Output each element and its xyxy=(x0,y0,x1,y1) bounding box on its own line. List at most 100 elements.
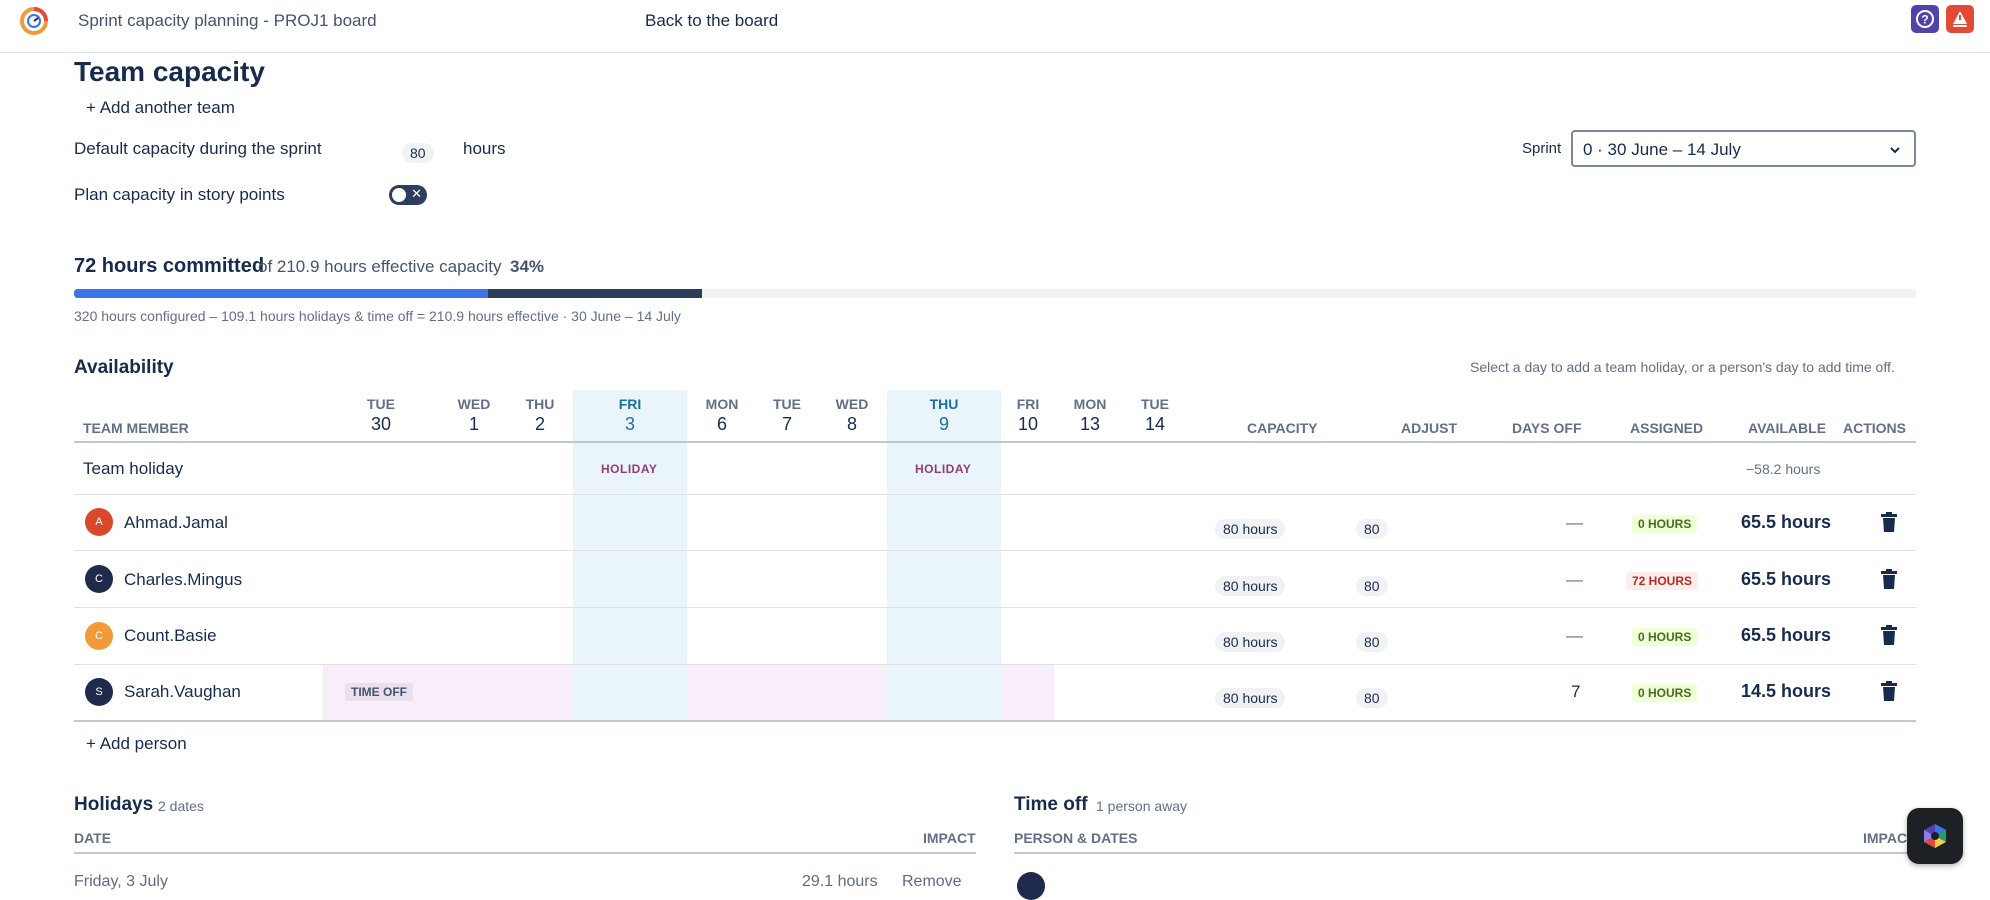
available-value: 65.5 hours xyxy=(1741,569,1832,589)
day-date: 10 xyxy=(1017,414,1039,434)
add-person-button[interactable]: + Add person xyxy=(86,734,187,753)
time-off-range[interactable] xyxy=(1001,665,1054,721)
trash-icon[interactable] xyxy=(1878,568,1900,590)
default-capacity-input[interactable]: 80 xyxy=(402,143,434,163)
team-member-header: TEAM MEMBER xyxy=(83,420,189,436)
avatar: C xyxy=(85,565,113,593)
trash-icon[interactable] xyxy=(1878,624,1900,646)
back-to-board-link[interactable]: Back to the board xyxy=(645,11,779,30)
day-name: WED xyxy=(835,396,869,412)
capacity-caption: 320 hours configured – 109.1 hours holid… xyxy=(74,308,681,324)
day-header[interactable]: MON 13 xyxy=(1060,396,1120,435)
day-name: WED xyxy=(457,396,491,412)
adjust-input[interactable]: 80 xyxy=(1356,519,1388,539)
alert-icon xyxy=(1953,11,1967,27)
day-header[interactable]: WED 1 xyxy=(444,396,504,435)
trash-icon[interactable] xyxy=(1878,511,1900,533)
time-off-divider xyxy=(1014,852,1916,854)
header-divider xyxy=(74,441,1916,443)
availability-hint: Select a day to add a team holiday, or a… xyxy=(1470,359,1895,375)
assigned-badge: 0 HOURS xyxy=(1632,628,1698,646)
assistant-icon xyxy=(1924,824,1946,848)
assigned-badge: 0 HOURS xyxy=(1632,684,1698,702)
trash-icon[interactable] xyxy=(1878,680,1900,702)
holidays-divider xyxy=(74,852,976,854)
day-header[interactable]: TUE 30 xyxy=(351,396,411,435)
effective-capacity: of 210.9 hours effective capacity xyxy=(258,257,502,276)
member-name[interactable]: Charles.Mingus xyxy=(124,570,243,589)
table-bottom-divider xyxy=(74,720,1916,722)
help-icon: ? xyxy=(1916,10,1934,28)
holiday-remove-button[interactable]: Remove xyxy=(902,873,962,890)
day-date: 2 xyxy=(534,414,545,434)
avatar: C xyxy=(85,622,113,650)
row-divider xyxy=(74,494,1916,495)
capacity-header: CAPACITY xyxy=(1247,420,1318,436)
day-name: THU xyxy=(929,396,959,412)
assigned-badge: 0 HOURS xyxy=(1632,515,1698,533)
day-date: 3 xyxy=(624,414,635,434)
day-header[interactable]: FRI 10 xyxy=(998,396,1058,435)
member-name[interactable]: Ahmad.Jamal xyxy=(124,513,228,532)
add-team-button[interactable]: + Add another team xyxy=(86,98,235,117)
day-date: 30 xyxy=(370,414,392,434)
app-logo-icon xyxy=(20,7,48,35)
available-value: 65.5 hours xyxy=(1741,512,1832,532)
adjust-input[interactable]: 80 xyxy=(1356,576,1388,596)
availability-title: Availability xyxy=(74,357,174,378)
day-name: THU xyxy=(525,396,555,412)
top-bar: Sprint capacity planning - PROJ1 board B… xyxy=(0,0,1990,53)
day-header[interactable]: MON 6 xyxy=(692,396,752,435)
row-divider xyxy=(74,550,1916,551)
day-header[interactable]: FRI 3 xyxy=(600,396,660,435)
day-header[interactable]: TUE 14 xyxy=(1125,396,1185,435)
day-name: FRI xyxy=(1016,396,1040,412)
assistant-button[interactable] xyxy=(1907,808,1963,864)
app-title: Sprint capacity planning - PROJ1 board xyxy=(78,11,377,30)
days-off-value: 7 xyxy=(1571,682,1581,701)
days-off-value: — xyxy=(1566,626,1583,645)
time-off-title: Time off xyxy=(1014,794,1088,815)
avatar: S xyxy=(85,678,113,706)
capacity-value: 80 hours xyxy=(1215,576,1286,596)
committed-percent: 34% xyxy=(510,257,545,276)
sprint-label: Sprint xyxy=(1522,140,1562,157)
day-name: TUE xyxy=(773,396,801,412)
day-header[interactable]: WED 8 xyxy=(822,396,882,435)
day-date: 1 xyxy=(468,414,479,434)
day-header[interactable]: THU 2 xyxy=(510,396,570,435)
assigned-header: ASSIGNED xyxy=(1630,420,1704,436)
holiday-bar-segment xyxy=(74,289,489,298)
holiday-column-fri-3[interactable] xyxy=(573,390,687,720)
sprint-select-value: 0 · 30 June – 14 July xyxy=(1583,140,1741,159)
story-points-toggle[interactable]: ✕ xyxy=(389,185,427,205)
day-name: FRI xyxy=(618,396,642,412)
committed-hours: 72 hours committed xyxy=(74,255,265,277)
day-name: TUE xyxy=(1141,396,1169,412)
available-value: 14.5 hours xyxy=(1741,681,1832,701)
chevron-down-icon xyxy=(1890,147,1900,154)
time-off-tag[interactable]: TIME OFF xyxy=(345,683,413,701)
holiday-column-thu-9[interactable] xyxy=(887,390,1001,720)
day-header[interactable]: THU 9 xyxy=(914,396,974,435)
day-header[interactable]: TUE 7 xyxy=(757,396,817,435)
member-name[interactable]: Sarah.Vaughan xyxy=(124,682,241,701)
help-button[interactable]: ? xyxy=(1911,5,1939,33)
capacity-progress-bar xyxy=(74,289,1916,298)
member-name[interactable]: Count.Basie xyxy=(124,626,217,645)
adjust-input[interactable]: 80 xyxy=(1356,688,1388,708)
time-off-impact-header: IMPACT xyxy=(1863,830,1916,846)
sprint-select[interactable]: 0 · 30 June – 14 July xyxy=(1571,130,1916,167)
capacity-value: 80 hours xyxy=(1215,519,1286,539)
holidays-impact-header: IMPACT xyxy=(923,830,976,846)
assigned-badge: 72 HOURS xyxy=(1626,572,1699,590)
holiday-tag: HOLIDAY xyxy=(915,462,972,476)
actions-header: ACTIONS xyxy=(1843,420,1906,436)
adjust-input[interactable]: 80 xyxy=(1356,632,1388,652)
time-off-range[interactable] xyxy=(687,665,887,721)
holidays-count: 2 dates xyxy=(158,798,204,814)
days-off-header: DAYS OFF xyxy=(1512,420,1582,436)
days-off-value: — xyxy=(1566,513,1583,532)
available-header: AVAILABLE xyxy=(1748,420,1827,436)
alert-button[interactable] xyxy=(1946,5,1974,33)
